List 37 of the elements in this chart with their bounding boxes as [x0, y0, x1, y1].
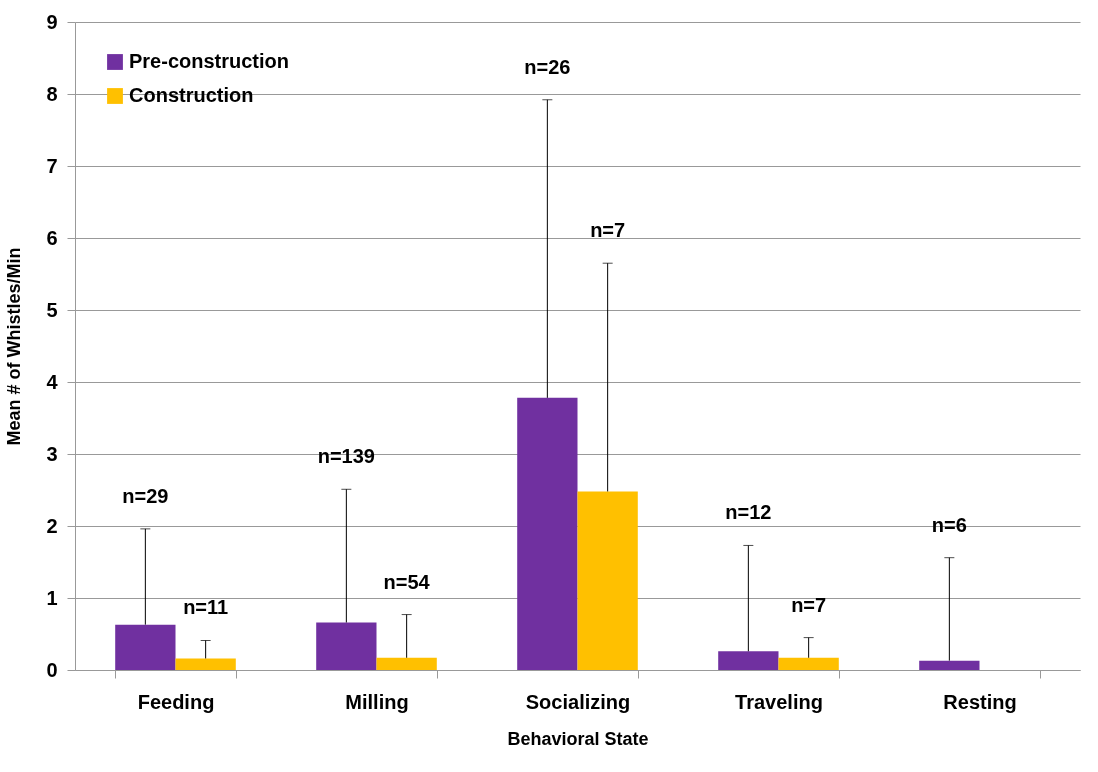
x-axis-title: Behavioral State	[507, 728, 649, 749]
y-tick-label: 9	[46, 10, 58, 33]
x-tick-label: Socializing	[525, 690, 631, 713]
y-tick-label: 6	[46, 226, 58, 249]
y-tick-label: 7	[46, 154, 58, 177]
bar	[517, 397, 578, 670]
x-tick-label: Feeding	[137, 690, 215, 713]
bar	[115, 624, 176, 670]
legend-label: Pre-construction	[129, 50, 290, 72]
x-tick-label: Milling	[345, 690, 409, 713]
annotation: n=26	[524, 55, 571, 78]
x-tick-label: Resting	[943, 690, 1017, 713]
x-tick-label: Traveling	[735, 690, 823, 713]
annotation: n=7	[590, 219, 626, 242]
y-tick-label: 4	[46, 370, 59, 393]
bar	[376, 657, 437, 670]
bar	[175, 658, 236, 670]
y-tick-label: 0	[46, 658, 58, 681]
legend-label: Construction	[129, 84, 254, 106]
y-tick-label: 5	[46, 298, 58, 321]
bar	[316, 622, 377, 670]
annotation: n=6	[931, 513, 967, 536]
annotation: n=139	[317, 445, 375, 468]
bar	[577, 491, 638, 670]
y-tick-label: 1	[46, 586, 58, 609]
annotation: n=11	[183, 596, 229, 619]
y-axis-title: Mean # of Whistles/Min	[4, 247, 25, 446]
y-tick-label: 2	[46, 514, 58, 537]
bar	[778, 657, 839, 670]
annotation: n=29	[122, 484, 169, 507]
annotation: n=54	[383, 570, 431, 593]
annotation: n=12	[725, 501, 772, 524]
bar	[718, 651, 779, 670]
annotation: n=7	[791, 593, 827, 616]
y-tick-label: 8	[46, 82, 58, 105]
bar	[919, 660, 980, 670]
y-tick-label: 3	[46, 442, 58, 465]
